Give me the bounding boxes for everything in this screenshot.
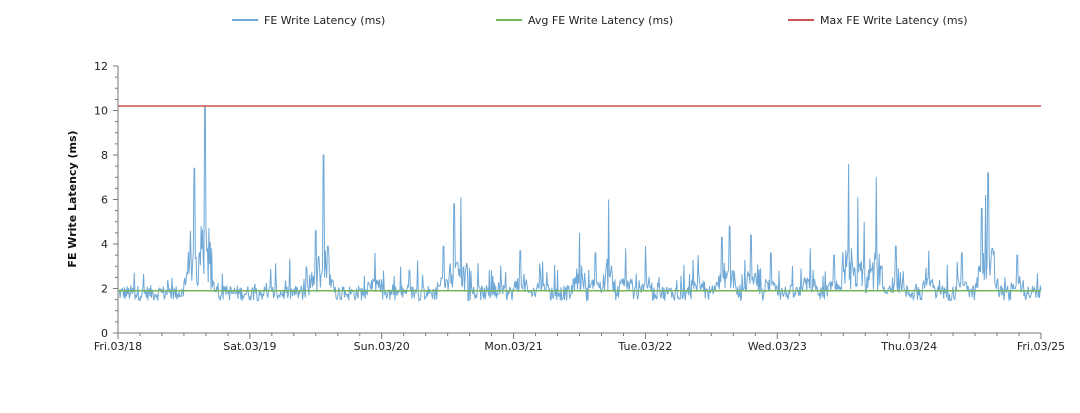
x-tick-label: Sun.03/20 [354,340,410,353]
y-tick-label: 4 [101,238,108,251]
y-tick-label: 2 [101,283,108,296]
y-tick-label: 6 [101,194,108,207]
y-ticks: 0 2 4 6 8 10 12 [94,60,118,340]
x-tick-label: Mon.03/21 [484,340,542,353]
series-layer [117,105,1042,303]
x-tick-label: Fri.03/18 [94,340,142,353]
legend-label-avg-fe-write-latency: Avg FE Write Latency (ms) [528,14,673,27]
x-tick-label: Fri.03/25 [1017,340,1065,353]
x-tick-label: Wed.03/23 [748,340,807,353]
x-tick-label: Thu.03/24 [880,340,937,353]
y-tick-label: 12 [94,60,108,73]
y-tick-label: 10 [94,105,108,118]
x-tick-label: Sat.03/19 [223,340,276,353]
y-tick-label: 0 [101,327,108,340]
x-tick-label: Tue.03/22 [617,340,672,353]
x-ticks: Fri.03/18 Sat.03/19 Sun.03/20 Mon.03/21 Tue.… [94,333,1065,353]
series-line-fe-write-latency [117,105,1042,303]
y-axis-title: FE Write Latency (ms) [66,130,79,267]
legend: FE Write Latency (ms) Avg FE Write Laten… [232,14,968,27]
legend-label-fe-write-latency: FE Write Latency (ms) [264,14,385,27]
legend-label-max-fe-write-latency: Max FE Write Latency (ms) [820,14,968,27]
y-tick-label: 8 [101,149,108,162]
